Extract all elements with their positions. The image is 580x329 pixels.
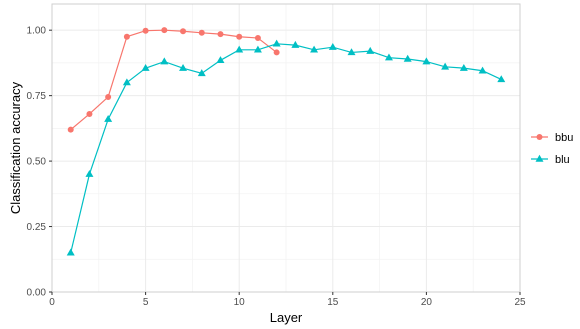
data-point-blu: [235, 45, 244, 53]
y-tick-label: 0.25: [27, 222, 47, 233]
data-point-blu: [66, 248, 75, 256]
data-point-blu: [272, 39, 281, 47]
data-point-bbu: [236, 33, 243, 40]
series-blu: [66, 39, 506, 256]
x-axis-title: Layer: [270, 310, 303, 325]
data-point-blu: [422, 57, 431, 65]
data-point-blu: [216, 56, 225, 64]
data-point-blu: [197, 69, 206, 77]
data-point-blu: [253, 45, 262, 53]
plot-panel-border: [51, 3, 521, 293]
data-point-blu: [122, 78, 131, 86]
data-point-blu: [291, 40, 300, 48]
series-bbu: [67, 27, 280, 133]
data-point-blu: [478, 66, 487, 74]
legend-label: bbu: [555, 132, 573, 144]
series-line-bbu: [70, 29, 278, 131]
data-point-blu: [160, 57, 169, 65]
legend-item-bbu: bbu: [531, 132, 573, 144]
data-point-blu: [459, 63, 468, 71]
legend-label: blu: [555, 154, 570, 166]
data-point-bbu: [198, 29, 205, 36]
data-point-bbu: [67, 126, 74, 133]
data-point-bbu: [217, 31, 224, 38]
data-point-bbu: [180, 28, 187, 35]
data-point-bbu: [105, 93, 112, 100]
grid-minor: [52, 4, 520, 292]
data-point-blu: [347, 48, 356, 56]
data-point-bbu: [123, 33, 130, 40]
x-tick-label: 10: [234, 297, 246, 308]
data-point-blu: [85, 169, 94, 177]
y-axis-ticks: 0.00 0.25 0.50 0.75 1.00: [27, 26, 52, 299]
data-point-bbu: [86, 110, 93, 117]
y-axis-title: Classification accuracy: [8, 81, 23, 214]
y-tick-label: 0.50: [27, 157, 47, 168]
data-point-blu: [310, 45, 319, 53]
data-point-bbu: [254, 35, 261, 42]
x-tick-label: 0: [49, 297, 55, 308]
series-layer: [66, 27, 506, 256]
data-point-blu: [366, 46, 375, 54]
data-point-blu: [384, 53, 393, 61]
data-point-blu: [328, 43, 337, 50]
y-tick-label: 0.75: [27, 91, 47, 102]
legend: bbu blu: [531, 132, 573, 166]
data-point-bbu: [273, 49, 280, 56]
x-tick-label: 5: [143, 297, 149, 308]
legend-item-blu: blu: [531, 154, 570, 166]
x-axis-ticks: 0 5 10 15 20 25: [49, 292, 526, 308]
data-point-bbu: [161, 27, 168, 34]
data-point-blu: [403, 54, 412, 62]
data-point-blu: [441, 62, 450, 70]
legend-key-marker: [535, 154, 544, 162]
data-point-blu: [141, 63, 150, 71]
x-tick-label: 20: [421, 297, 433, 308]
data-point-blu: [104, 115, 113, 122]
data-point-blu: [179, 63, 188, 71]
x-tick-label: 15: [327, 297, 339, 308]
y-tick-label: 0.00: [27, 288, 47, 299]
data-point-bbu: [142, 27, 149, 34]
legend-key-marker: [536, 134, 543, 140]
data-point-blu: [497, 75, 506, 83]
y-tick-label: 1.00: [27, 26, 47, 37]
x-tick-label: 25: [514, 297, 526, 308]
